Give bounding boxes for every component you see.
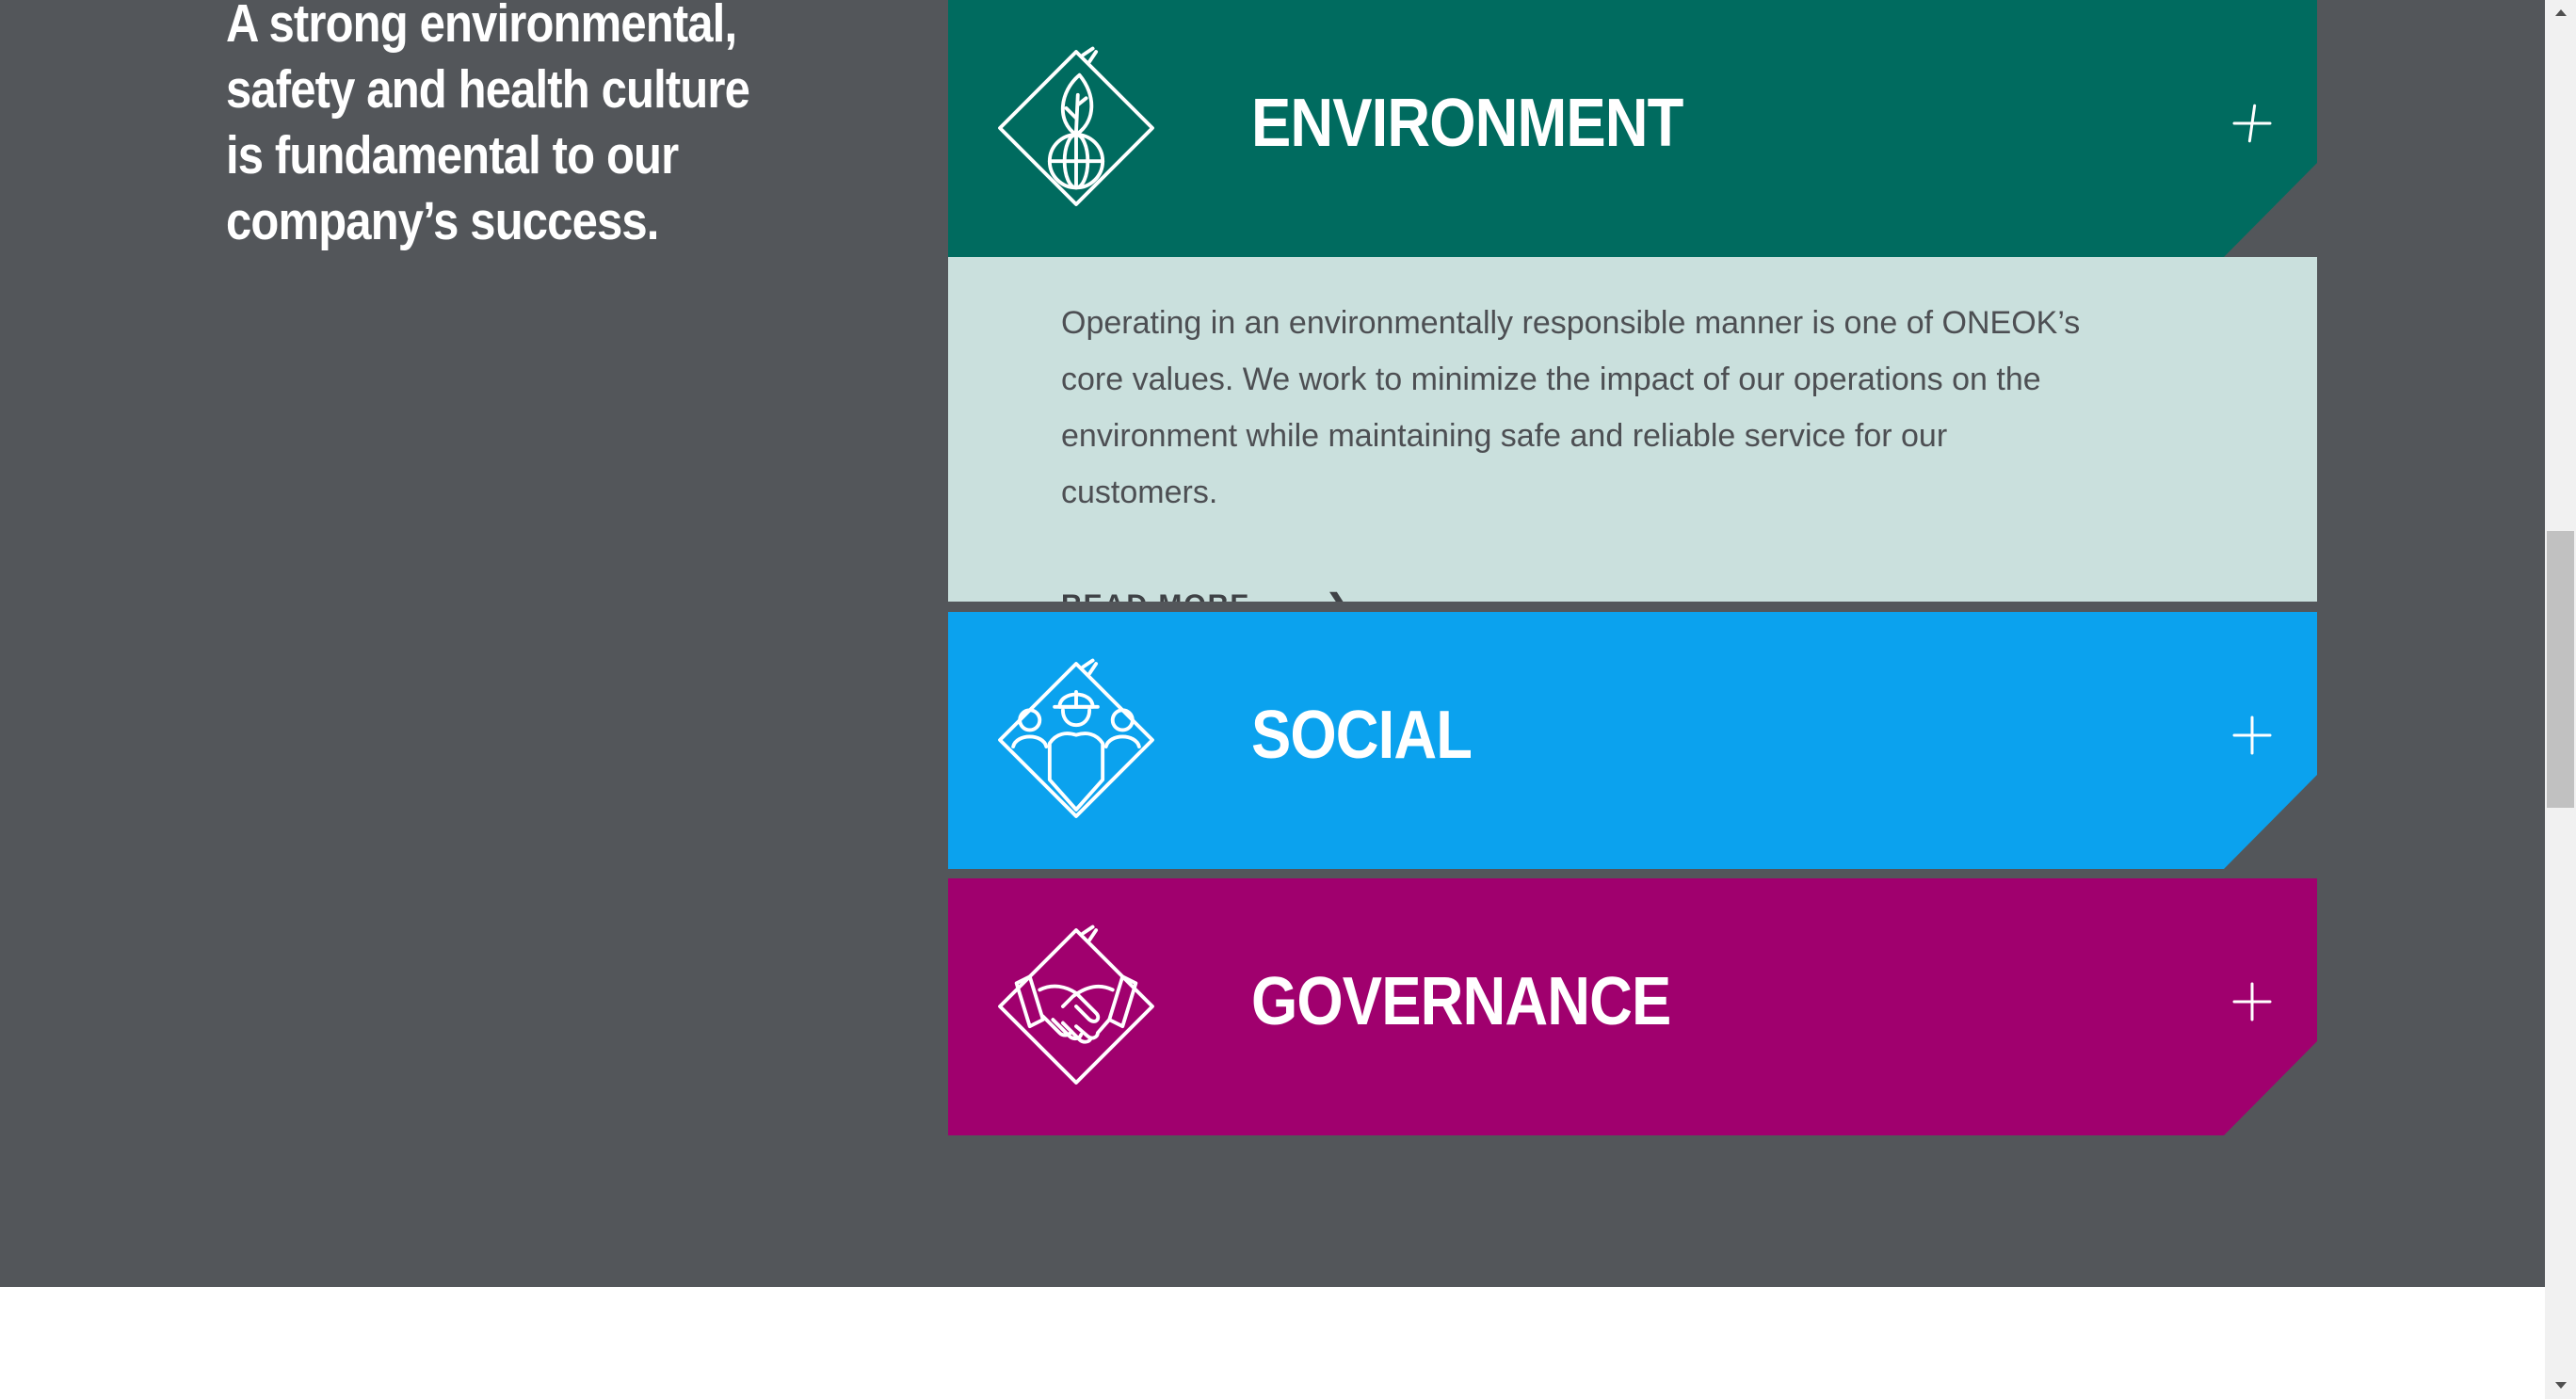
people-hardhat-icon xyxy=(998,658,1154,818)
read-more-label: READ MORE xyxy=(1061,589,1250,602)
environment-title: ENVIRONMENT xyxy=(1251,86,1683,161)
social-panel-header[interactable]: SOCIAL xyxy=(948,612,2317,869)
scroll-up-arrow-icon[interactable] xyxy=(2545,0,2576,28)
leaf-globe-icon xyxy=(998,46,1154,206)
plus-icon xyxy=(2232,716,2272,755)
governance-panel-header[interactable]: GOVERNANCE xyxy=(948,878,2317,1135)
plus-icon xyxy=(2232,982,2272,1021)
governance-toggle-button[interactable] xyxy=(2230,980,2274,1023)
accordion-environment: ENVIRONMENT Operating in an environmenta… xyxy=(948,0,2317,602)
plus-icon xyxy=(2232,104,2272,143)
esg-section: A strong environmental, safety and healt… xyxy=(0,0,2545,1287)
scroll-down-arrow-icon[interactable] xyxy=(2545,1371,2576,1399)
next-section xyxy=(0,1287,2545,1399)
read-more-link[interactable]: READ MORE ❯ xyxy=(1061,588,1351,602)
arrow-right-icon: ❯ xyxy=(1326,588,1351,602)
social-toggle-button[interactable] xyxy=(2230,714,2274,757)
environment-description: Operating in an environmentally responsi… xyxy=(1061,305,2081,510)
scrollbar-thumb[interactable] xyxy=(2547,531,2574,808)
section-headline: A strong environmental, safety and healt… xyxy=(226,0,750,251)
governance-title: GOVERNANCE xyxy=(1251,964,1671,1039)
accordion-social: SOCIAL xyxy=(948,612,2317,869)
accordion-governance: GOVERNANCE xyxy=(948,878,2317,1135)
handshake-icon xyxy=(998,925,1154,1085)
environment-toggle-button[interactable] xyxy=(2230,102,2274,145)
vertical-scrollbar[interactable] xyxy=(2545,0,2576,1399)
environment-panel-header[interactable]: ENVIRONMENT xyxy=(948,0,2317,257)
social-title: SOCIAL xyxy=(1251,698,1473,773)
environment-panel-body: Operating in an environmentally responsi… xyxy=(948,257,2317,602)
